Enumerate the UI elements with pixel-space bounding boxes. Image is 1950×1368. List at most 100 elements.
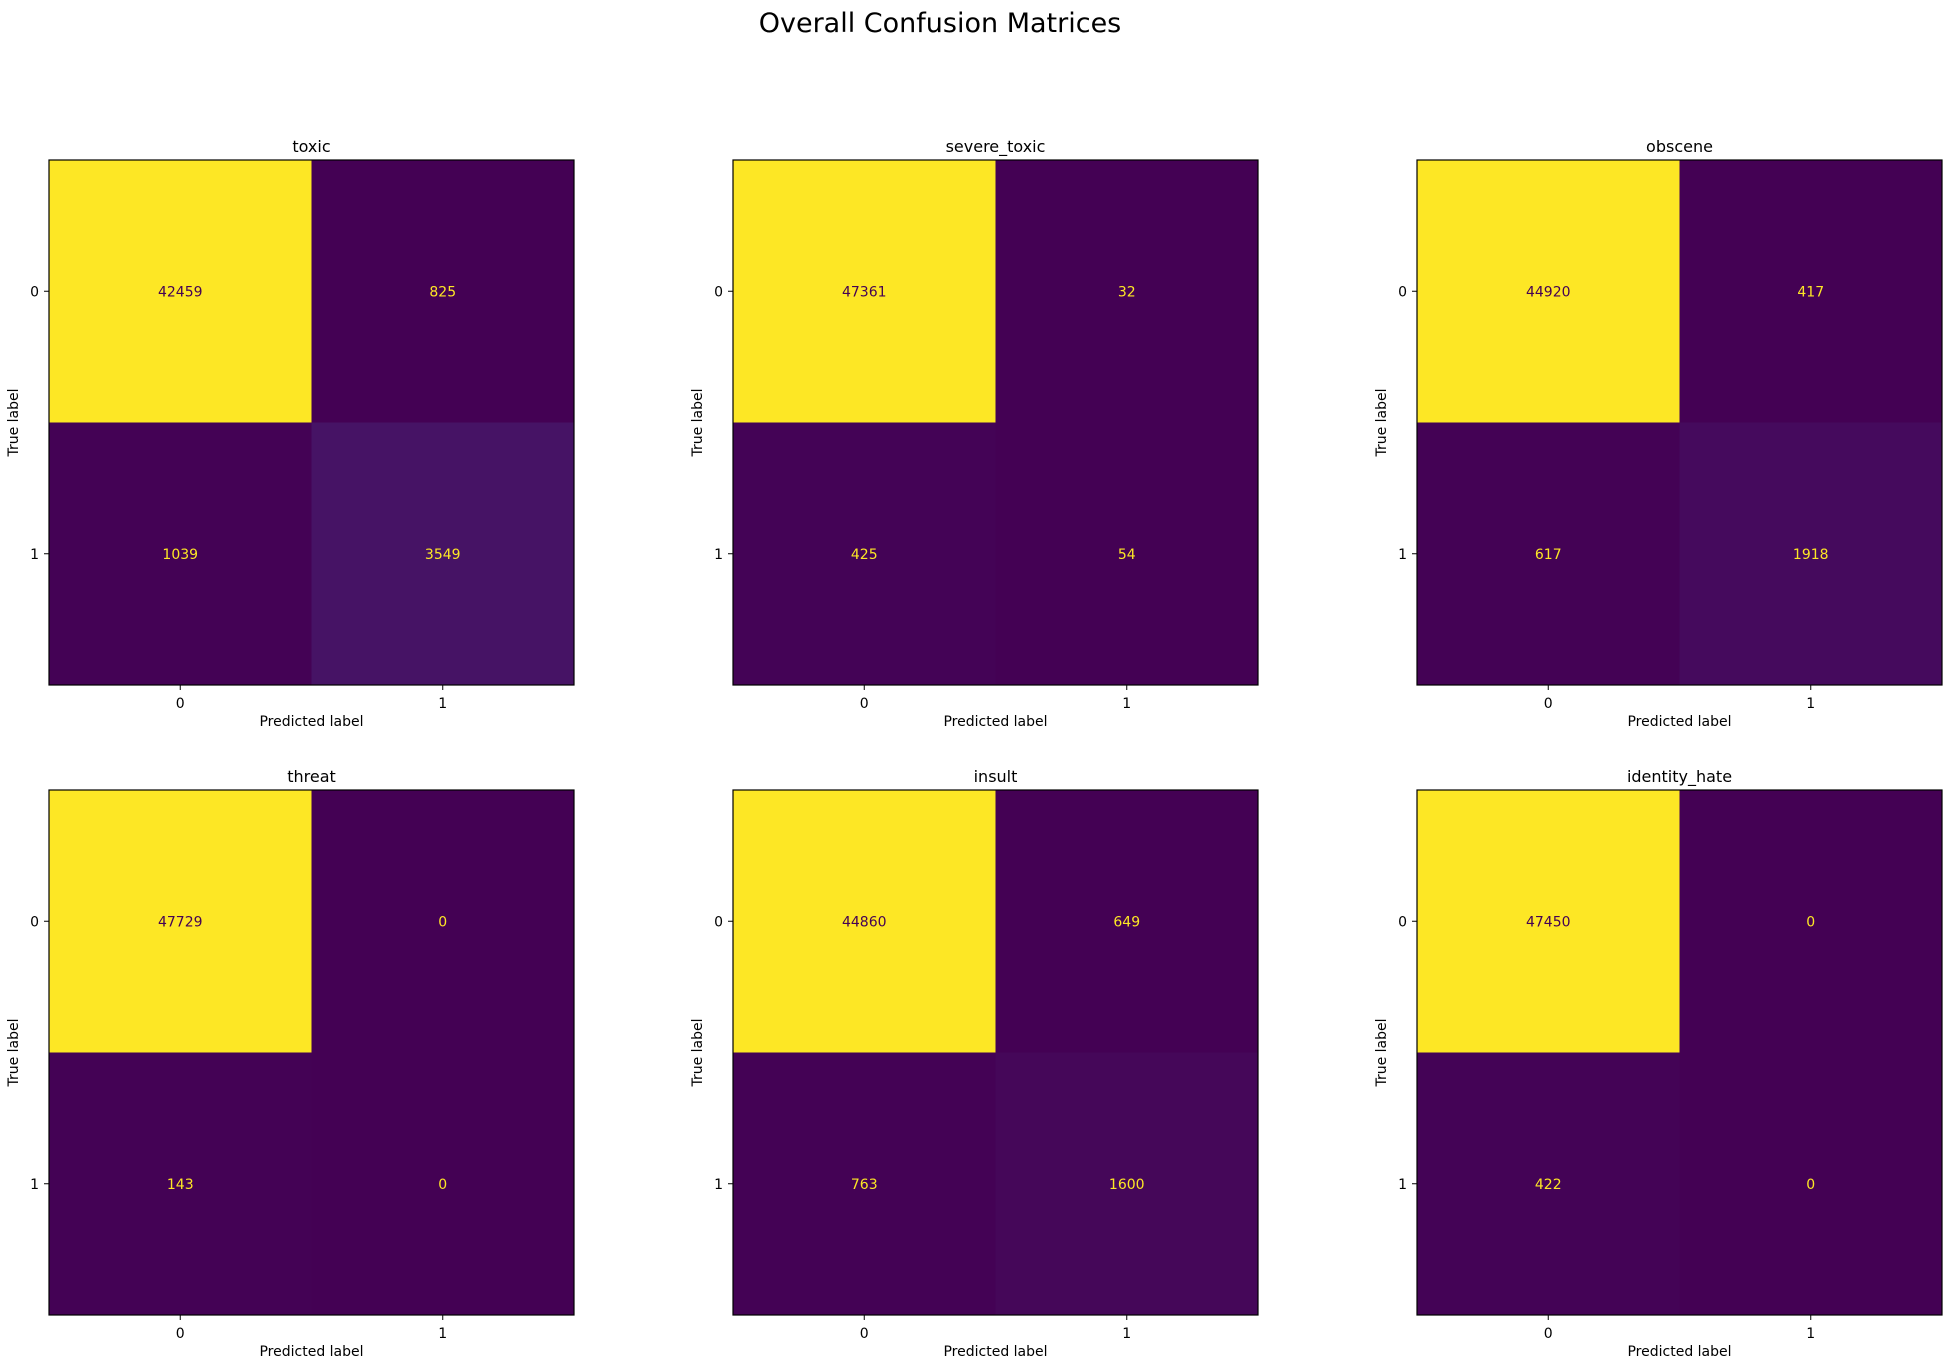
- matrix-cell: [49, 160, 312, 423]
- x-axis-label: Predicted label: [943, 1344, 1047, 1360]
- y-axis-label: True label: [1374, 388, 1390, 457]
- plot-frame: [732, 789, 1259, 1316]
- matrix-cell: [49, 422, 312, 685]
- confusion-matrix-panel: 42459 825 1039 3549 toxic 0 1 0 1 Predicted label…: [6, 137, 575, 730]
- y-tick-label: 1: [714, 547, 723, 563]
- y-tick-label: 0: [714, 284, 723, 300]
- y-tick-label: 0: [30, 914, 39, 930]
- x-tick-label: 1: [438, 1326, 447, 1342]
- plot-frame: [1416, 789, 1943, 1316]
- panel-title: insult: [974, 767, 1018, 786]
- y-axis-label: True label: [6, 388, 22, 457]
- y-axis-label: True label: [690, 388, 706, 457]
- cell-value-label: 143: [167, 1177, 194, 1193]
- cell-value-label: 649: [1113, 914, 1140, 930]
- panel-title: identity_hate: [1627, 767, 1732, 787]
- cell-value-label: 32: [1118, 284, 1136, 300]
- x-tick-label: 0: [176, 696, 185, 712]
- cell-value-label: 0: [438, 1177, 447, 1193]
- cell-value-label: 47450: [1526, 914, 1571, 930]
- y-axis-label: True label: [6, 1018, 22, 1087]
- matrix-cell: [311, 160, 574, 423]
- cell-value-label: 763: [851, 1177, 878, 1193]
- x-tick-label: 1: [1122, 696, 1131, 712]
- x-axis-label: Predicted label: [1627, 1344, 1731, 1360]
- cell-value-label: 47361: [842, 284, 887, 300]
- y-tick-label: 0: [714, 914, 723, 930]
- matrix-cell: [49, 1052, 312, 1315]
- cell-value-label: 44920: [1526, 284, 1571, 300]
- x-tick-label: 0: [860, 696, 869, 712]
- cell-value-label: 1600: [1109, 1177, 1145, 1193]
- cell-value-label: 425: [851, 547, 878, 563]
- x-tick-label: 0: [860, 1326, 869, 1342]
- cell-value-label: 44860: [842, 914, 887, 930]
- x-tick-label: 0: [176, 1326, 185, 1342]
- matrix-cell: [311, 790, 574, 1053]
- x-tick-label: 0: [1544, 1326, 1553, 1342]
- matrix-cell: [733, 790, 996, 1053]
- matrix-cell: [733, 422, 996, 685]
- panel-title: threat: [287, 767, 336, 786]
- panels-container: 42459 825 1039 3549 toxic 0 1 0 1 Predicted label…: [6, 137, 1943, 1360]
- figure-title: Overall Confusion Matrices: [759, 8, 1122, 39]
- cell-value-label: 825: [429, 284, 456, 300]
- y-tick-label: 1: [1398, 1177, 1407, 1193]
- x-axis-label: Predicted label: [259, 714, 363, 730]
- matrix-cell: [1417, 160, 1680, 423]
- y-tick-label: 1: [714, 1177, 723, 1193]
- confusion-matrix-panel: 44860 649 763 1600 insult 0 1 0 1 Predicted label…: [690, 767, 1259, 1360]
- y-tick-label: 0: [30, 284, 39, 300]
- cell-value-label: 0: [1806, 914, 1815, 930]
- cell-value-label: 3549: [425, 547, 461, 563]
- cell-value-label: 1918: [1793, 547, 1829, 563]
- matrix-cell: [995, 422, 1258, 685]
- plot-frame: [732, 159, 1259, 686]
- matrix-cell: [733, 160, 996, 423]
- matrix-cell: [1417, 1052, 1680, 1315]
- y-tick-label: 1: [30, 547, 39, 563]
- x-axis-label: Predicted label: [259, 1344, 363, 1360]
- y-tick-label: 0: [1398, 284, 1407, 300]
- plot-frame: [48, 159, 575, 686]
- x-tick-label: 1: [438, 696, 447, 712]
- x-tick-label: 1: [1122, 1326, 1131, 1342]
- plot-frame: [48, 789, 575, 1316]
- cell-value-label: 42459: [158, 284, 203, 300]
- plot-frame: [1416, 159, 1943, 686]
- cell-value-label: 422: [1535, 1177, 1562, 1193]
- x-tick-label: 1: [1806, 1326, 1815, 1342]
- matrix-cell: [311, 422, 574, 685]
- matrix-cell: [995, 1052, 1258, 1315]
- panel-title: toxic: [292, 137, 330, 156]
- cell-value-label: 47729: [158, 914, 203, 930]
- x-axis-label: Predicted label: [1627, 714, 1731, 730]
- x-axis-label: Predicted label: [943, 714, 1047, 730]
- cell-value-label: 417: [1797, 284, 1824, 300]
- matrix-cell: [1679, 790, 1942, 1053]
- matrix-cell: [49, 790, 312, 1053]
- panel-title: obscene: [1646, 137, 1713, 156]
- confusion-matrix-panel: 44920 417 617 1918 obscene 0 1 0 1 Predicted labe…: [1374, 137, 1943, 730]
- matrix-cell: [1417, 422, 1680, 685]
- x-tick-label: 1: [1806, 696, 1815, 712]
- matrix-cell: [1679, 160, 1942, 423]
- cell-value-label: 0: [438, 914, 447, 930]
- confusion-matrix-panel: 47450 0 422 0 identity_hate 0 1 0 1 Predicted lab…: [1374, 767, 1943, 1360]
- confusion-matrix-panel: 47361 32 425 54 severe_toxic 0 1 0 1 Predicted la…: [690, 137, 1259, 730]
- x-tick-label: 0: [1544, 696, 1553, 712]
- matrix-cell: [1417, 790, 1680, 1053]
- matrix-cell: [733, 1052, 996, 1315]
- y-axis-label: True label: [690, 1018, 706, 1087]
- matrix-cell: [1679, 1052, 1942, 1315]
- matrix-cell: [311, 1052, 574, 1315]
- y-tick-label: 1: [30, 1177, 39, 1193]
- cell-value-label: 0: [1806, 1177, 1815, 1193]
- y-tick-label: 0: [1398, 914, 1407, 930]
- panel-title: severe_toxic: [946, 137, 1046, 157]
- confusion-matrix-panel: 47729 0 143 0 threat 0 1 0 1 Predicted label True …: [6, 767, 575, 1360]
- matrix-cell: [995, 160, 1258, 423]
- cell-value-label: 54: [1118, 547, 1136, 563]
- matrix-cell: [1679, 422, 1942, 685]
